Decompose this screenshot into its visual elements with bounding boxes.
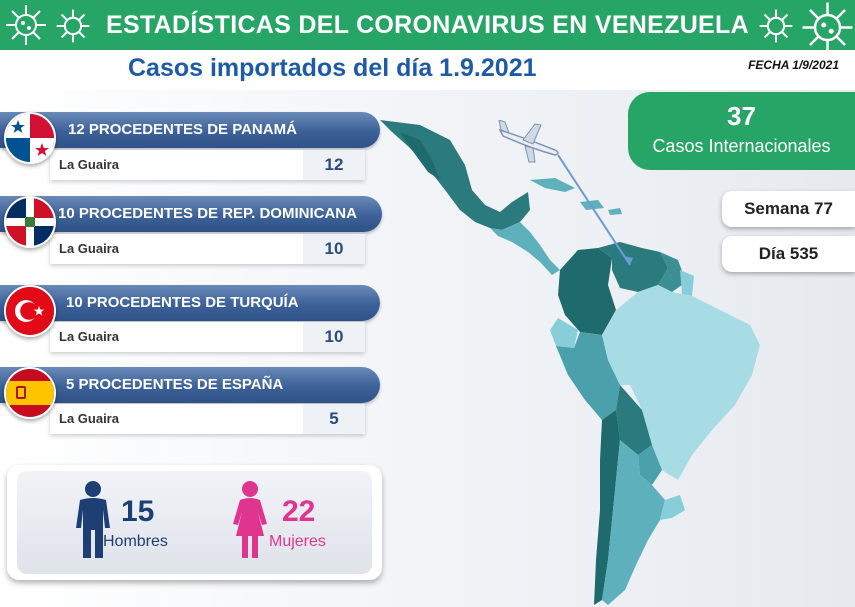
location-value: 12 (303, 150, 365, 180)
date-label: FECHA 1/9/2021 (748, 58, 839, 72)
location-value: 10 (303, 322, 365, 352)
country-row-panama: La Guaira 12 (50, 150, 365, 180)
country-header-spain: 5 PROCEDENTES DE ESPAÑA (0, 367, 380, 403)
location-label: La Guaira (59, 411, 119, 426)
latin-america-map (380, 120, 760, 605)
gender-breakdown-panel: 15 Hombres 22 Mujeres (17, 471, 372, 574)
international-label: Casos Internacionales (652, 136, 831, 156)
page-title: ESTADÍSTICAS DEL CORONAVIRUS EN VENEZUEL… (106, 11, 749, 39)
day-badge: Día 535 (722, 236, 855, 272)
virus-icon (6, 5, 46, 45)
men-count: 15 (121, 495, 155, 528)
man-icon (76, 481, 110, 558)
women-label: Mujeres (269, 533, 326, 550)
location-label: La Guaira (59, 157, 119, 172)
country-header-panama: 12 PROCEDENTES DE PANAMÁ (0, 112, 380, 148)
location-value: 5 (303, 404, 365, 434)
header-banner (0, 0, 855, 50)
country-header-turkey: 10 PROCEDENTES DE TURQUÍA (0, 285, 380, 321)
virus-icon (802, 2, 853, 53)
country-row-turkey: La Guaira 10 (50, 322, 365, 352)
airplane-icon (498, 120, 559, 163)
country-title: 12 PROCEDENTES DE PANAMÁ (68, 121, 297, 138)
country-header-dominican-republic: 10 PROCEDENTES DE REP. DOMINICANA (0, 196, 382, 232)
international-cases-box: 37 Casos Internacionales (628, 92, 855, 170)
country-title: 5 PROCEDENTES DE ESPAÑA (66, 376, 284, 393)
men-label: Hombres (103, 533, 168, 550)
virus-icon (56, 9, 90, 43)
international-count: 37 (727, 101, 756, 131)
women-count: 22 (282, 495, 316, 528)
location-value: 10 (303, 234, 365, 264)
country-row-dominican-republic: La Guaira 10 (50, 234, 365, 264)
country-row-spain: La Guaira 5 (50, 404, 365, 434)
gender-breakdown-box: 15 Hombres 22 Mujeres (7, 465, 382, 580)
week-badge: Semana 77 (722, 191, 855, 227)
virus-icon (759, 9, 793, 43)
panama-flag-icon (4, 112, 56, 164)
dominican-republic-flag-icon (4, 196, 56, 248)
country-title: 10 PROCEDENTES DE REP. DOMINICANA (58, 205, 357, 222)
turkey-flag-icon (4, 285, 56, 337)
spain-flag-icon (4, 367, 56, 419)
woman-icon (233, 481, 267, 558)
page-subtitle: Casos importados del día 1.9.2021 (128, 54, 537, 82)
location-label: La Guaira (59, 329, 119, 344)
location-label: La Guaira (59, 241, 119, 256)
country-title: 10 PROCEDENTES DE TURQUÍA (66, 294, 299, 311)
